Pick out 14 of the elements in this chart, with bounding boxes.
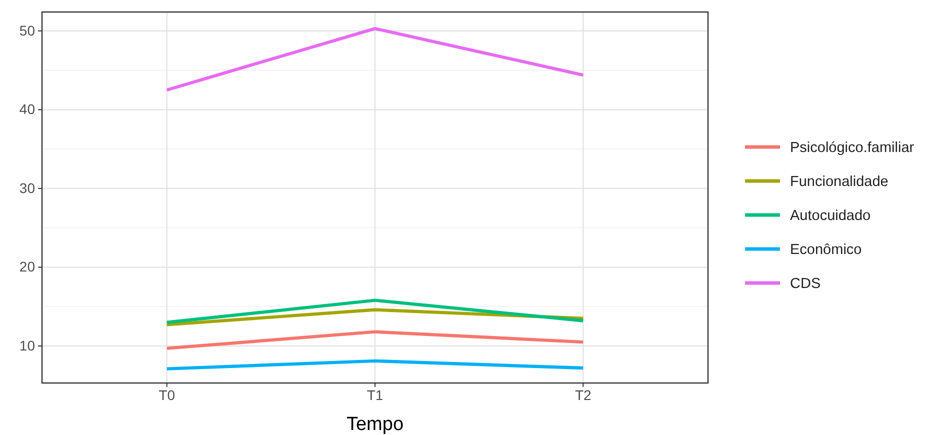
x-tick-label: T1: [366, 386, 384, 403]
y-tick-label: 40: [19, 101, 36, 118]
y-tick-label: 20: [19, 258, 36, 275]
legend-label: Psicológico.familiar: [790, 140, 914, 156]
legend-label: Econômico: [790, 242, 862, 258]
x-axis-title: Tempo: [346, 414, 404, 435]
x-tick-label: T0: [158, 386, 176, 403]
y-tick-label: 10: [19, 337, 36, 354]
x-tick-label: T2: [574, 386, 592, 403]
legend-label: Autocuidado: [790, 208, 871, 224]
legend-label: Funcionalidade: [790, 174, 888, 190]
legend-label: CDS: [790, 276, 821, 292]
y-tick-label: 50: [19, 22, 36, 38]
y-tick-label: 30: [19, 180, 36, 196]
